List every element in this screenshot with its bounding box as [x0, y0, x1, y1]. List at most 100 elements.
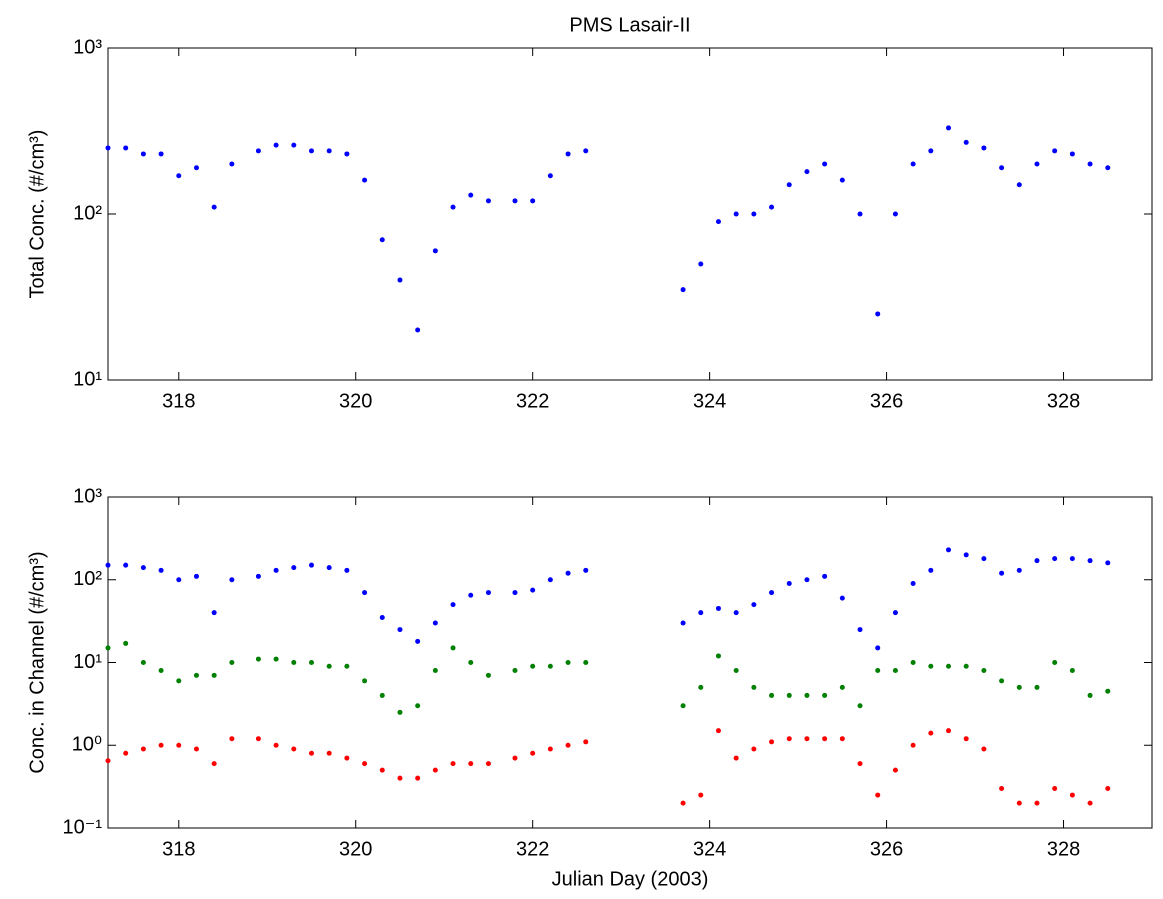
- data-point: [344, 663, 350, 669]
- data-point: [804, 577, 810, 583]
- data-point: [1052, 148, 1058, 154]
- data-point: [963, 663, 969, 669]
- data-point: [875, 668, 881, 674]
- data-point: [786, 581, 792, 587]
- data-point: [229, 161, 235, 167]
- data-point: [981, 556, 987, 562]
- data-point: [715, 605, 721, 611]
- data-point: [193, 746, 199, 752]
- data-point: [158, 742, 164, 748]
- data-point: [565, 570, 571, 576]
- data-point: [308, 660, 314, 665]
- data-point: [229, 577, 235, 583]
- data-point: [291, 746, 297, 752]
- data-point: [211, 761, 217, 767]
- data-point: [105, 145, 111, 151]
- data-point: [432, 248, 438, 254]
- data-point: [530, 750, 536, 756]
- data-point: [928, 663, 934, 669]
- data-point: [1069, 792, 1075, 798]
- data-point: [432, 668, 438, 674]
- data-point: [680, 703, 686, 709]
- data-point: [715, 728, 721, 734]
- data-point: [804, 692, 810, 698]
- x-tick-label: 326: [870, 390, 903, 412]
- data-point: [981, 145, 987, 151]
- data-point: [769, 692, 775, 698]
- data-point: [698, 261, 704, 267]
- data-point: [680, 620, 686, 626]
- data-point: [530, 587, 536, 593]
- data-point: [786, 736, 792, 742]
- data-point: [415, 775, 421, 781]
- data-point: [822, 736, 828, 742]
- chart-title: PMS Lasair-II: [569, 14, 690, 36]
- data-point: [291, 142, 297, 148]
- plot-frame: [107, 496, 1153, 829]
- data-point: [1105, 560, 1111, 566]
- data-point: [512, 668, 518, 674]
- data-point: [140, 746, 146, 752]
- data-point: [397, 709, 403, 715]
- x-tick-label: 320: [339, 838, 372, 860]
- data-point: [273, 142, 279, 148]
- data-point: [769, 739, 775, 745]
- data-point: [839, 595, 845, 601]
- data-point: [910, 161, 916, 167]
- data-point: [547, 663, 553, 669]
- data-point: [946, 663, 952, 669]
- data-point: [326, 148, 332, 154]
- data-point: [839, 684, 845, 690]
- data-point: [839, 736, 845, 742]
- data-point: [415, 327, 421, 333]
- data-point: [1105, 786, 1111, 792]
- data-point: [512, 590, 518, 596]
- data-point: [140, 660, 146, 665]
- data-point: [379, 767, 385, 773]
- data-point: [123, 145, 129, 151]
- data-point: [1087, 161, 1093, 167]
- x-tick-label: 328: [1047, 390, 1080, 412]
- data-point: [910, 742, 916, 748]
- data-point: [344, 567, 350, 573]
- data-point: [1069, 151, 1075, 157]
- data-point: [892, 668, 898, 674]
- data-point: [1069, 668, 1075, 674]
- data-point: [308, 562, 314, 568]
- data-point: [1052, 660, 1058, 665]
- data-point: [715, 219, 721, 225]
- data-point: [857, 211, 863, 217]
- data-point: [963, 736, 969, 742]
- y-axis-label: Total Conc. (#/cm³): [26, 130, 48, 299]
- data-point: [1052, 556, 1058, 562]
- data-point: [786, 182, 792, 188]
- data-point: [804, 169, 810, 175]
- data-point: [362, 678, 368, 684]
- data-point: [379, 614, 385, 620]
- data-point: [963, 552, 969, 558]
- data-point: [733, 610, 739, 616]
- data-point: [485, 198, 491, 204]
- plot-frame: [107, 47, 1153, 381]
- x-tick-label: 320: [339, 390, 372, 412]
- data-point: [910, 660, 916, 665]
- data-point: [229, 736, 235, 742]
- y-tick-label: 10²: [73, 568, 102, 590]
- y-axis-label: Conc. in Channel (#/cm³): [26, 551, 48, 773]
- data-point: [397, 627, 403, 633]
- x-tick-label: 324: [693, 838, 726, 860]
- data-point: [362, 177, 368, 183]
- data-point: [583, 660, 589, 665]
- x-tick-label: 322: [516, 390, 549, 412]
- y-tick-label: 10³: [73, 36, 102, 58]
- data-point: [123, 750, 129, 756]
- data-point: [928, 730, 934, 736]
- data-point: [211, 204, 217, 210]
- y-tick-label: 10⁰: [72, 734, 102, 756]
- x-axis-label: Julian Day (2003): [552, 868, 709, 890]
- data-point: [1034, 161, 1040, 167]
- data-point: [415, 638, 421, 644]
- x-tick-label: 326: [870, 838, 903, 860]
- data-point: [450, 204, 456, 210]
